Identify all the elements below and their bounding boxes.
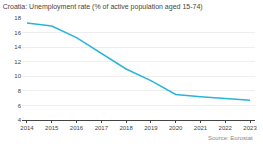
svg-text:2021: 2021: [194, 125, 208, 131]
svg-text:2017: 2017: [95, 125, 109, 131]
svg-text:14: 14: [14, 44, 21, 50]
svg-text:Croatia: Unemployment rate (%: Croatia: Unemployment rate (% of active …: [3, 3, 203, 11]
svg-text:10: 10: [14, 73, 21, 79]
svg-text:2016: 2016: [70, 125, 84, 131]
svg-text:18: 18: [14, 15, 21, 21]
svg-text:2022: 2022: [219, 125, 233, 131]
svg-text:8: 8: [18, 88, 22, 94]
svg-text:2014: 2014: [20, 125, 34, 131]
svg-text:2020: 2020: [169, 125, 183, 131]
svg-text:2015: 2015: [45, 125, 59, 131]
svg-text:6: 6: [18, 103, 22, 109]
svg-text:16: 16: [14, 30, 21, 36]
svg-text:2019: 2019: [144, 125, 158, 131]
svg-text:Source: Eurostat: Source: Eurostat: [208, 135, 253, 141]
svg-text:12: 12: [14, 59, 21, 65]
svg-text:4: 4: [18, 117, 22, 123]
svg-text:2023: 2023: [243, 125, 257, 131]
svg-text:2018: 2018: [119, 125, 133, 131]
